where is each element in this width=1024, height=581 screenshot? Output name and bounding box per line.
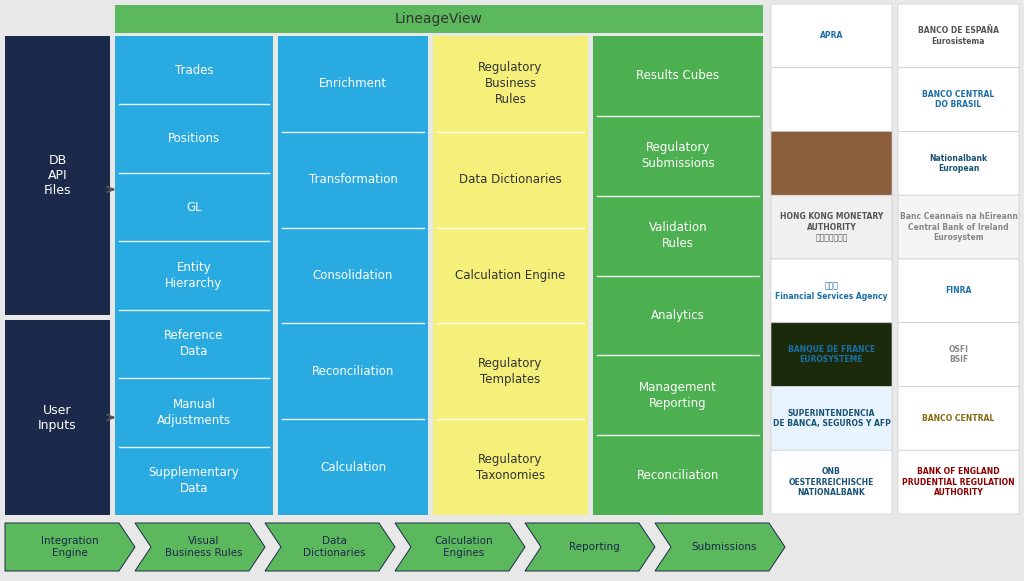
Polygon shape (525, 523, 655, 571)
FancyBboxPatch shape (898, 323, 1019, 386)
FancyBboxPatch shape (771, 323, 892, 386)
Text: BANCO DE ESPAÑA
Eurosistema: BANCO DE ESPAÑA Eurosistema (918, 26, 999, 45)
FancyBboxPatch shape (278, 36, 428, 515)
Text: 金融庁
Financial Services Agency: 金融庁 Financial Services Agency (775, 281, 888, 300)
FancyBboxPatch shape (898, 259, 1019, 323)
FancyBboxPatch shape (898, 195, 1019, 259)
Text: Manual
Adjustments: Manual Adjustments (157, 398, 231, 427)
Polygon shape (395, 523, 525, 571)
Text: ONB
OESTERREICHISCHE
NATIONALBANK: ONB OESTERREICHISCHE NATIONALBANK (788, 467, 874, 497)
Text: Management
Reporting: Management Reporting (639, 381, 717, 410)
FancyBboxPatch shape (898, 450, 1019, 514)
Text: Reporting: Reporting (568, 542, 620, 552)
Text: Visual
Business Rules: Visual Business Rules (165, 536, 243, 558)
FancyBboxPatch shape (771, 195, 892, 259)
Text: Analytics: Analytics (651, 309, 705, 322)
Text: Calculation Engine: Calculation Engine (456, 269, 565, 282)
FancyBboxPatch shape (771, 386, 892, 450)
FancyBboxPatch shape (898, 386, 1019, 450)
Text: GL: GL (186, 200, 202, 214)
FancyBboxPatch shape (5, 320, 110, 515)
Text: Regulatory
Taxonomies: Regulatory Taxonomies (476, 453, 545, 482)
Polygon shape (265, 523, 395, 571)
Text: DB
API
Files: DB API Files (44, 154, 72, 197)
FancyBboxPatch shape (771, 450, 892, 514)
Text: FINRA: FINRA (945, 286, 972, 295)
Text: Transformation: Transformation (308, 173, 397, 186)
Text: BANQUE DE FRANCE
EUROSYSTEME: BANQUE DE FRANCE EUROSYSTEME (787, 345, 876, 364)
Text: BANCO CENTRAL: BANCO CENTRAL (923, 414, 994, 423)
Text: Validation
Rules: Validation Rules (648, 221, 708, 250)
Text: Regulatory
Submissions: Regulatory Submissions (641, 141, 715, 170)
Text: APRA: APRA (820, 31, 843, 40)
FancyBboxPatch shape (593, 36, 763, 515)
FancyBboxPatch shape (5, 36, 110, 315)
Text: Positions: Positions (168, 132, 220, 145)
Text: Nationalbank
European: Nationalbank European (930, 154, 987, 173)
FancyBboxPatch shape (771, 4, 892, 68)
Text: Data
Dictionaries: Data Dictionaries (303, 536, 366, 558)
Text: Banc Ceannais na hEireann
Central Bank of Ireland
Eurosystem: Banc Ceannais na hEireann Central Bank o… (899, 212, 1018, 242)
Text: Submissions: Submissions (691, 542, 757, 552)
Text: Regulatory
Templates: Regulatory Templates (478, 357, 543, 386)
Text: User
Inputs: User Inputs (38, 403, 77, 432)
Text: Trades: Trades (175, 64, 213, 77)
Polygon shape (655, 523, 785, 571)
Text: MAS
Monetary Authority
of Singapore: MAS Monetary Authority of Singapore (790, 149, 874, 178)
Text: Calculation
Engines: Calculation Engines (434, 536, 494, 558)
Text: Supplementary
Data: Supplementary Data (148, 467, 240, 495)
FancyBboxPatch shape (771, 131, 892, 195)
Text: BANCO CENTRAL
DO BRASIL: BANCO CENTRAL DO BRASIL (923, 90, 994, 109)
Text: OSFI
BSIF: OSFI BSIF (948, 345, 969, 364)
FancyBboxPatch shape (433, 36, 588, 515)
Text: Reconciliation: Reconciliation (637, 469, 719, 482)
Text: Integration
Engine: Integration Engine (41, 536, 98, 558)
Text: Calculation: Calculation (319, 461, 386, 474)
Text: SUPERINTENDENCIA
DE BANCA, SEGUROS Y AFP: SUPERINTENDENCIA DE BANCA, SEGUROS Y AFP (772, 408, 891, 428)
FancyBboxPatch shape (898, 4, 1019, 68)
FancyBboxPatch shape (771, 259, 892, 323)
Text: BANK OF ENGLAND
PRUDENTIAL REGULATION
AUTHORITY: BANK OF ENGLAND PRUDENTIAL REGULATION AU… (902, 467, 1015, 497)
Text: Reference
Data: Reference Data (164, 329, 223, 358)
Polygon shape (135, 523, 265, 571)
FancyBboxPatch shape (771, 68, 892, 131)
FancyBboxPatch shape (898, 68, 1019, 131)
Text: HONG KONG MONETARY
AUTHORITY
香港金融管理局: HONG KONG MONETARY AUTHORITY 香港金融管理局 (780, 212, 883, 242)
Text: LineageView: LineageView (395, 12, 483, 26)
Text: Data Dictionaries: Data Dictionaries (459, 173, 562, 186)
Text: Entity
Hierarchy: Entity Hierarchy (165, 261, 222, 290)
FancyBboxPatch shape (115, 5, 763, 33)
Text: Consolidation: Consolidation (312, 269, 393, 282)
FancyBboxPatch shape (898, 131, 1019, 195)
Text: Results Cubes: Results Cubes (637, 69, 720, 83)
FancyBboxPatch shape (115, 36, 273, 515)
Polygon shape (5, 523, 135, 571)
Text: Enrichment: Enrichment (318, 77, 387, 91)
Text: Reconciliation: Reconciliation (312, 365, 394, 378)
FancyBboxPatch shape (768, 5, 1022, 515)
Text: Regulatory
Business
Rules: Regulatory Business Rules (478, 62, 543, 106)
